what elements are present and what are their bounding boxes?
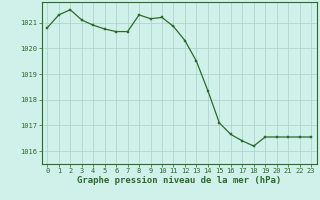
X-axis label: Graphe pression niveau de la mer (hPa): Graphe pression niveau de la mer (hPa)	[77, 176, 281, 185]
